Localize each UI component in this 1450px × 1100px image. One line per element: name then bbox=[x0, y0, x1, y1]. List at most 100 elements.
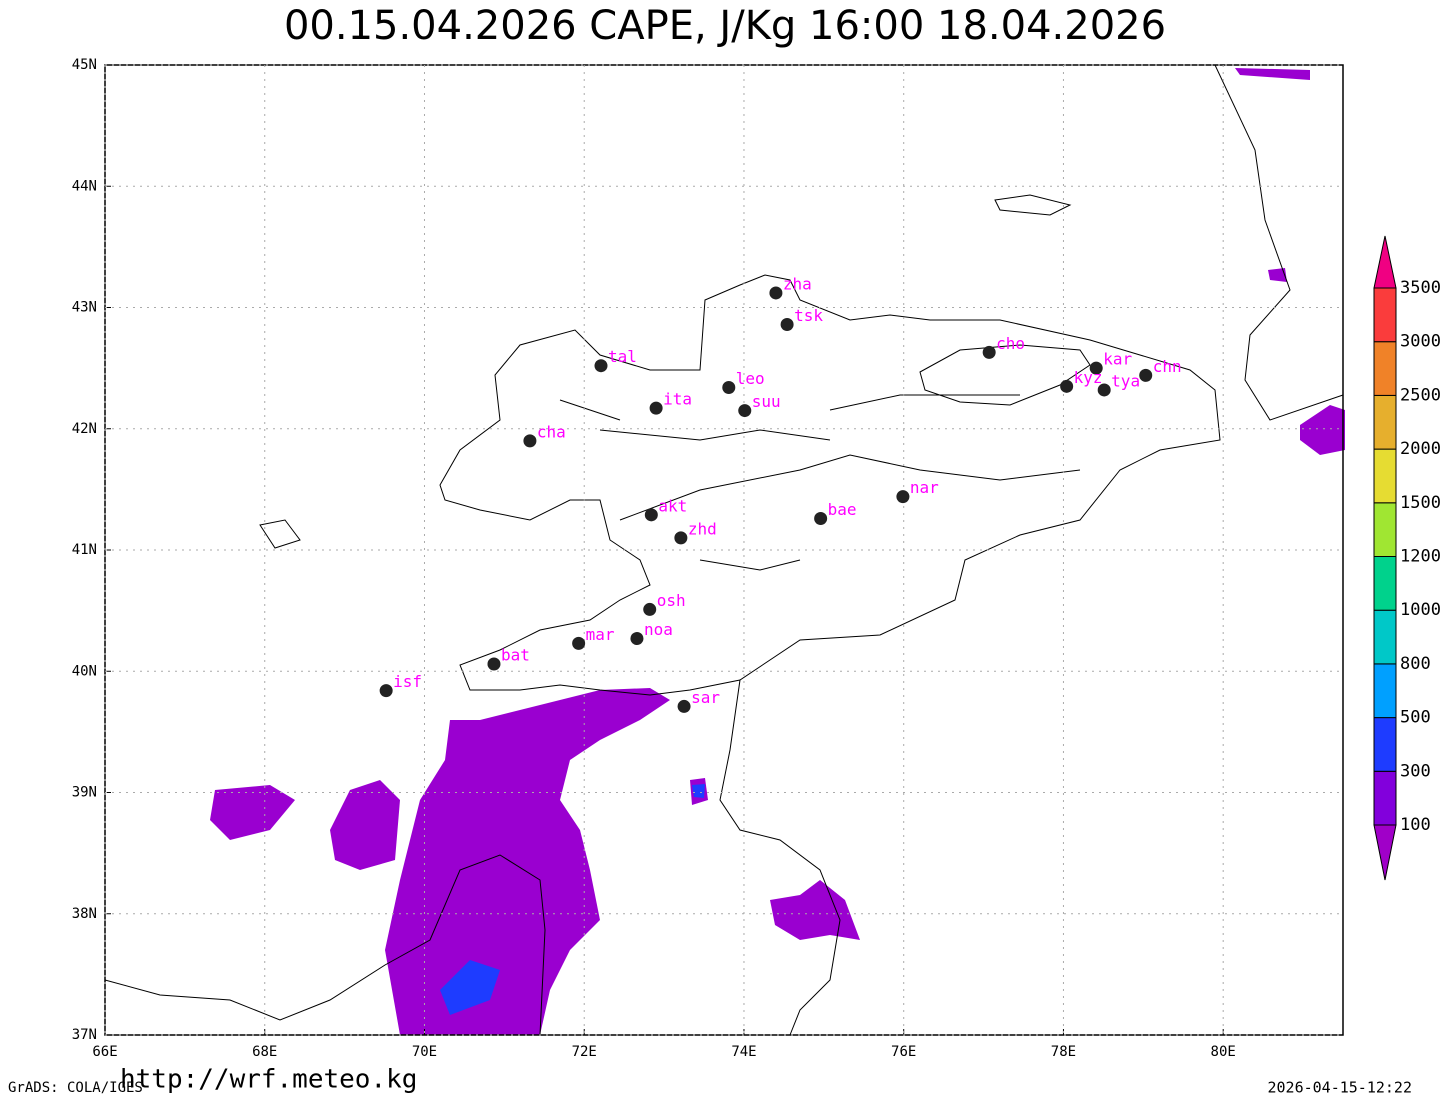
station-marker bbox=[594, 359, 608, 373]
station-marker bbox=[677, 699, 691, 713]
colorbar-label: 300 bbox=[1400, 761, 1431, 781]
station-marker bbox=[379, 684, 393, 698]
x-tick-label: 72E bbox=[572, 1044, 597, 1060]
colorbar-label: 2500 bbox=[1400, 385, 1441, 405]
colorbar-segment bbox=[1373, 394, 1397, 450]
station-label: tya bbox=[1111, 371, 1140, 390]
colorbar-segment bbox=[1373, 341, 1397, 396]
station-label: kar bbox=[1103, 350, 1132, 369]
station-marker bbox=[674, 531, 688, 545]
station-label: akt bbox=[658, 496, 687, 515]
y-tick-label: 40N bbox=[72, 663, 97, 679]
station-marker bbox=[572, 636, 586, 650]
colorbar-label: 800 bbox=[1400, 654, 1431, 674]
cape-field bbox=[210, 68, 1345, 1035]
map-frame bbox=[104, 64, 1344, 1036]
software-credit: GrADS: COLA/IGES bbox=[8, 1080, 143, 1096]
station-label: bat bbox=[501, 645, 530, 664]
station-marker bbox=[896, 490, 910, 504]
y-tick-label: 45N bbox=[72, 57, 97, 73]
y-tick-label: 44N bbox=[72, 178, 97, 194]
station-label: ita bbox=[663, 390, 692, 409]
boundaries bbox=[104, 64, 1344, 1036]
colorbar-end bbox=[1373, 235, 1397, 289]
station-marker bbox=[722, 381, 736, 395]
y-tick-label: 37N bbox=[72, 1027, 97, 1043]
colorbar-segment bbox=[1373, 609, 1397, 665]
lake bbox=[919, 344, 1091, 406]
station-marker bbox=[1139, 368, 1153, 382]
colorbar-segment bbox=[1373, 287, 1397, 343]
colorbar-segment bbox=[1373, 448, 1397, 504]
x-tick-label: 68E bbox=[252, 1044, 277, 1060]
cape-area bbox=[1268, 268, 1287, 282]
station-label: suu bbox=[752, 392, 781, 411]
station-label: osh bbox=[657, 591, 686, 610]
cape-area bbox=[330, 780, 400, 870]
cape-area-high bbox=[440, 960, 500, 1015]
station-marker bbox=[1060, 379, 1074, 393]
station-label: bae bbox=[828, 500, 857, 519]
colorbar-label: 1500 bbox=[1400, 493, 1441, 513]
colorbar-segment bbox=[1373, 556, 1397, 611]
station-marker bbox=[487, 657, 501, 671]
x-tick-label: 80E bbox=[1211, 1044, 1236, 1060]
y-tick-label: 43N bbox=[72, 300, 97, 316]
colorbar-end bbox=[1373, 824, 1397, 881]
station-marker bbox=[780, 317, 794, 331]
station-label: cha bbox=[537, 422, 566, 441]
border-line bbox=[719, 679, 841, 1036]
station-marker bbox=[630, 632, 644, 646]
colorbar-label: 1000 bbox=[1400, 600, 1441, 620]
y-tick-label: 39N bbox=[72, 785, 97, 801]
x-tick-label: 76E bbox=[891, 1044, 916, 1060]
lake bbox=[994, 194, 1072, 216]
station-label: cho bbox=[996, 334, 1025, 353]
cape-area bbox=[385, 688, 670, 1035]
title: 00.15.04.2026 CAPE, J/Kg 16:00 18.04.202… bbox=[284, 3, 1166, 49]
lake bbox=[259, 519, 301, 549]
station-label: tal bbox=[608, 347, 637, 366]
station-marker bbox=[523, 434, 537, 448]
station-label: leo bbox=[736, 369, 765, 388]
colorbar-label: 1200 bbox=[1400, 547, 1441, 567]
station-label: zhd bbox=[688, 519, 717, 538]
station-label: noa bbox=[644, 620, 673, 639]
station-label: chn bbox=[1153, 357, 1182, 376]
colorbar-segment bbox=[1373, 663, 1397, 719]
station-label: tsk bbox=[794, 306, 823, 325]
x-tick-label: 70E bbox=[412, 1044, 437, 1060]
station-label: sar bbox=[691, 688, 720, 707]
x-tick-label: 78E bbox=[1051, 1044, 1076, 1060]
y-tick-label: 42N bbox=[72, 421, 97, 437]
colorbar-segment bbox=[1373, 770, 1397, 826]
station-label: nar bbox=[910, 478, 939, 497]
station-marker bbox=[1097, 383, 1111, 397]
border-line bbox=[104, 854, 546, 1036]
y-tick-label: 41N bbox=[72, 542, 97, 558]
colorbar-segment bbox=[1373, 717, 1397, 772]
admin-line bbox=[559, 394, 1081, 571]
site-url: http://wrf.meteo.kg bbox=[120, 1065, 417, 1095]
station-marker bbox=[644, 508, 658, 522]
station-label: isf bbox=[393, 672, 422, 691]
timestamp: 2026-04-15-12:22 bbox=[1268, 1079, 1413, 1097]
colorbar-label: 100 bbox=[1400, 815, 1431, 835]
cape-area bbox=[770, 880, 860, 940]
x-tick-label: 66E bbox=[92, 1044, 117, 1060]
cape-area bbox=[1235, 68, 1310, 80]
cape-area bbox=[210, 785, 295, 840]
station-marker bbox=[814, 511, 828, 525]
station-marker bbox=[769, 286, 783, 300]
y-tick-label: 38N bbox=[72, 906, 97, 922]
station-marker bbox=[738, 404, 752, 418]
station-marker bbox=[1089, 361, 1103, 375]
colorbar-label: 3000 bbox=[1400, 332, 1441, 352]
country-border bbox=[439, 274, 1221, 696]
station-label: mar bbox=[586, 625, 615, 644]
station-marker bbox=[649, 401, 663, 415]
colorbar-segment bbox=[1373, 502, 1397, 557]
colorbar-label: 2000 bbox=[1400, 439, 1441, 459]
cape-area bbox=[1300, 405, 1345, 455]
